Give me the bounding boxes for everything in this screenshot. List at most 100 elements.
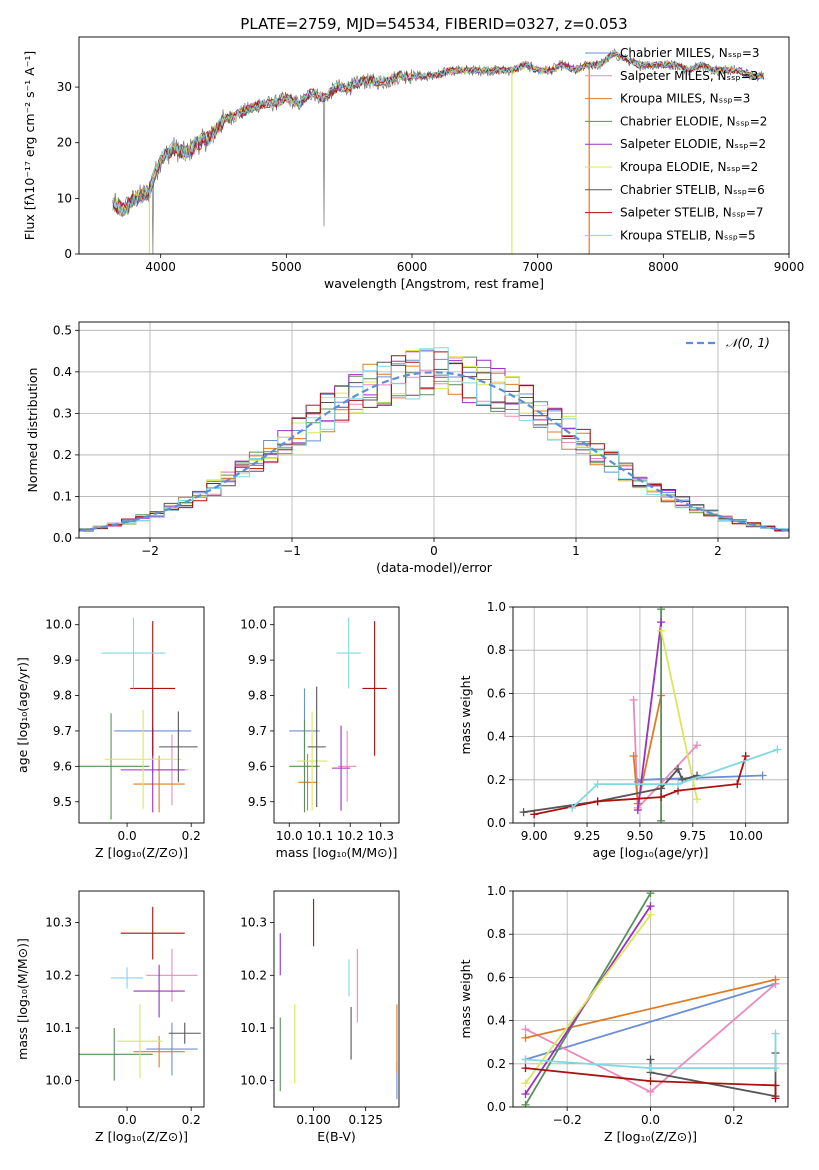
y-axis-label: Flux [fλ10⁻¹⁷ erg cm⁻² s⁻¹ A⁻¹] [22,51,37,240]
y-tick-label: 9.9 [53,653,72,667]
axes-frame [78,321,790,539]
x-tick-label: 0.2 [182,1113,201,1127]
series-line [525,983,776,1061]
x-tick-label: 6000 [397,260,428,274]
mass-vs-Z-axes: 0.0 0.2 10.0 10.1 10.2 10.3 Z [log₁₀(Z/Z⊙)] mas… [15,890,205,1144]
series-line [524,914,652,1084]
axes-frame [78,890,205,1108]
y-tick-label: 1.0 [487,884,506,898]
age-vs-mass-axes: 10.0 10.1 10.2 10.39.59.69.79.89.910.0mass … [240,606,400,860]
y-axis-label: mass weight [458,675,473,754]
y-tick-label: 10.2 [240,968,267,982]
series-line [636,621,662,811]
y-tick-label: 10.0 [240,1074,267,1088]
y-tick-label: 0.4 [487,730,506,744]
y-tick-label: 9.6 [53,759,72,773]
x-tick-label: 10.1 [306,829,333,843]
legend-entry: Kroupa ELODIE, Nₛₛₚ=2 [620,160,758,174]
x-tick-label: 9.25 [574,829,601,843]
x-tick-label: 10.00 [729,829,763,843]
spectrum-model-line [112,51,765,215]
y-tick-label: 0.2 [487,1057,506,1071]
histogram-legend: 𝒩(0, 1) [686,336,770,350]
legend-entry: Salpeter ELODIE, Nₛₛₚ=2 [620,137,766,151]
y-tick-label: 1.0 [487,600,506,614]
spectrum-plot [112,48,765,254]
x-tick-label: 0.0 [641,1113,660,1127]
age-vs-mass-plot [289,617,387,813]
legend-entry: Kroupa STELIB, Nₛₛₚ=5 [620,228,756,242]
x-tick-label: 2 [714,544,722,558]
y-tick-label: 10.3 [45,916,72,930]
figure-title: PLATE=2759, MJD=54534, FIBERID=0327, z=0… [240,15,627,33]
x-tick-label: 0.0 [118,1113,137,1127]
y-tick-label: 9.9 [248,653,267,667]
y-tick-label: 10.0 [240,618,267,632]
x-tick-label: 9.00 [521,829,548,843]
y-tick-label: 0.6 [487,686,506,700]
y-tick-label: 0.0 [53,531,72,545]
y-tick-label: 30 [57,80,72,94]
x-tick-label: 10.3 [367,829,394,843]
legend-entry: Salpeter STELIB, Nₛₛₚ=7 [620,206,764,220]
y-tick-label: 0.5 [53,323,72,337]
mass-vs-ebv-axes: 0.100 0.125 10.0 10.1 10.2 10.3 E(B-V) [240,890,400,1144]
mass-weight-vs-Z-axes: −0.2 0.0 0.2 0.0 0.2 0.4 0.6 0.8 1.0 Z [log₁₀(Z/Z… [458,884,789,1144]
x-tick-label: −1 [283,544,301,558]
y-tick-label: 0.3 [53,406,72,420]
y-tick-label: 9.7 [53,724,72,738]
y-tick-label: 9.8 [53,689,72,703]
x-axis-label: Z [log₁₀(Z/Z⊙)] [95,845,188,860]
x-tick-label: 5000 [271,260,302,274]
y-tick-label: 10.2 [45,968,72,982]
mass-weight-vs-age-plot [513,607,788,823]
mass-weight-vs-age-axes: 9.00 9.25 9.50 9.75 10.00 0.0 0.2 0.4 0.6 0.8 1.0 a… [458,600,789,860]
y-axis-label: Normed distribution [25,368,40,493]
y-tick-label: 0.0 [487,816,506,830]
x-tick-label: 9.75 [679,829,706,843]
legend-entry: Chabrier MILES, Nₛₛₚ=3 [620,46,760,60]
residual-histogram-plot [79,322,789,538]
series-line [571,748,778,809]
x-tick-label: 10.0 [276,829,303,843]
y-tick-label: 0.2 [487,773,506,787]
age-vs-Z-plot [79,617,198,820]
y-tick-label: 9.6 [248,759,267,773]
y-tick-label: 10.1 [45,1021,72,1035]
x-axis-label: Z [log₁₀(Z/Z⊙)] [604,1129,697,1144]
y-tick-label: 9.8 [248,689,267,703]
x-tick-label: 10.2 [337,829,364,843]
x-tick-label: 0.100 [296,1113,330,1127]
series-line [534,755,747,816]
y-tick-label: 10.3 [240,916,267,930]
gaussian-curve [79,371,789,532]
y-tick-label: 0.6 [487,970,506,984]
x-axis-label: age [log₁₀(age/yr)] [593,845,709,860]
histogram-step [79,347,789,531]
x-tick-label: 0.0 [118,829,137,843]
legend-entry: Chabrier STELIB, Nₛₛₚ=6 [620,183,765,197]
legend-entry: Chabrier ELODIE, Nₛₛₚ=2 [620,114,767,128]
y-tick-label: 9.7 [248,724,267,738]
y-axis-label: age [log₁₀(age/yr)] [15,657,30,773]
axes-frame [512,890,789,1108]
axes-frame [78,606,205,824]
legend-entry: 𝒩(0, 1) [726,336,770,350]
axes-frame [273,890,400,1108]
legend-entry: Salpeter MILES, Nₛₛₚ=3 [620,69,758,83]
series-line [525,1033,777,1069]
x-tick-label: 9.50 [627,829,654,843]
mass-vs-ebv-plot [279,898,398,1100]
spectrum-model-line [112,51,765,214]
residual-histogram-axes: −2 −1 0 1 2 0.0 0.1 0.2 0.3 0.4 0.5 (data-model)/er… [25,321,790,575]
y-tick-label: 10.0 [45,1074,72,1088]
spectrum-model-line [112,51,765,216]
x-axis-label: (data-model)/error [376,560,493,575]
mass-weight-vs-Z-plot [513,891,788,1107]
x-tick-label: 0.2 [724,1113,743,1127]
x-tick-label: 4000 [145,260,176,274]
x-axis-label: Z [log₁₀(Z/Z⊙)] [95,1129,188,1144]
y-axis-label: mass weight [458,959,473,1038]
x-tick-label: 7000 [522,260,553,274]
